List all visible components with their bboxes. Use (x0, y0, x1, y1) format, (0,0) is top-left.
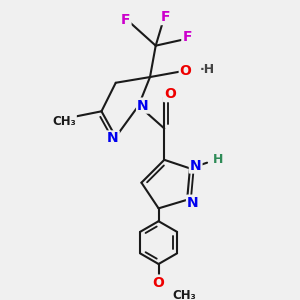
Text: N: N (137, 99, 149, 112)
Text: O: O (180, 64, 192, 78)
Text: CH₃: CH₃ (52, 115, 76, 128)
Text: F: F (121, 13, 130, 27)
Text: O: O (153, 276, 164, 289)
Text: N: N (107, 131, 119, 146)
Text: H: H (213, 153, 223, 166)
Text: N: N (187, 196, 199, 210)
Text: F: F (161, 10, 170, 24)
Text: O: O (164, 87, 176, 101)
Text: F: F (182, 30, 192, 44)
Text: ·H: ·H (200, 63, 215, 76)
Text: N: N (190, 158, 202, 172)
Text: CH₃: CH₃ (173, 289, 196, 300)
